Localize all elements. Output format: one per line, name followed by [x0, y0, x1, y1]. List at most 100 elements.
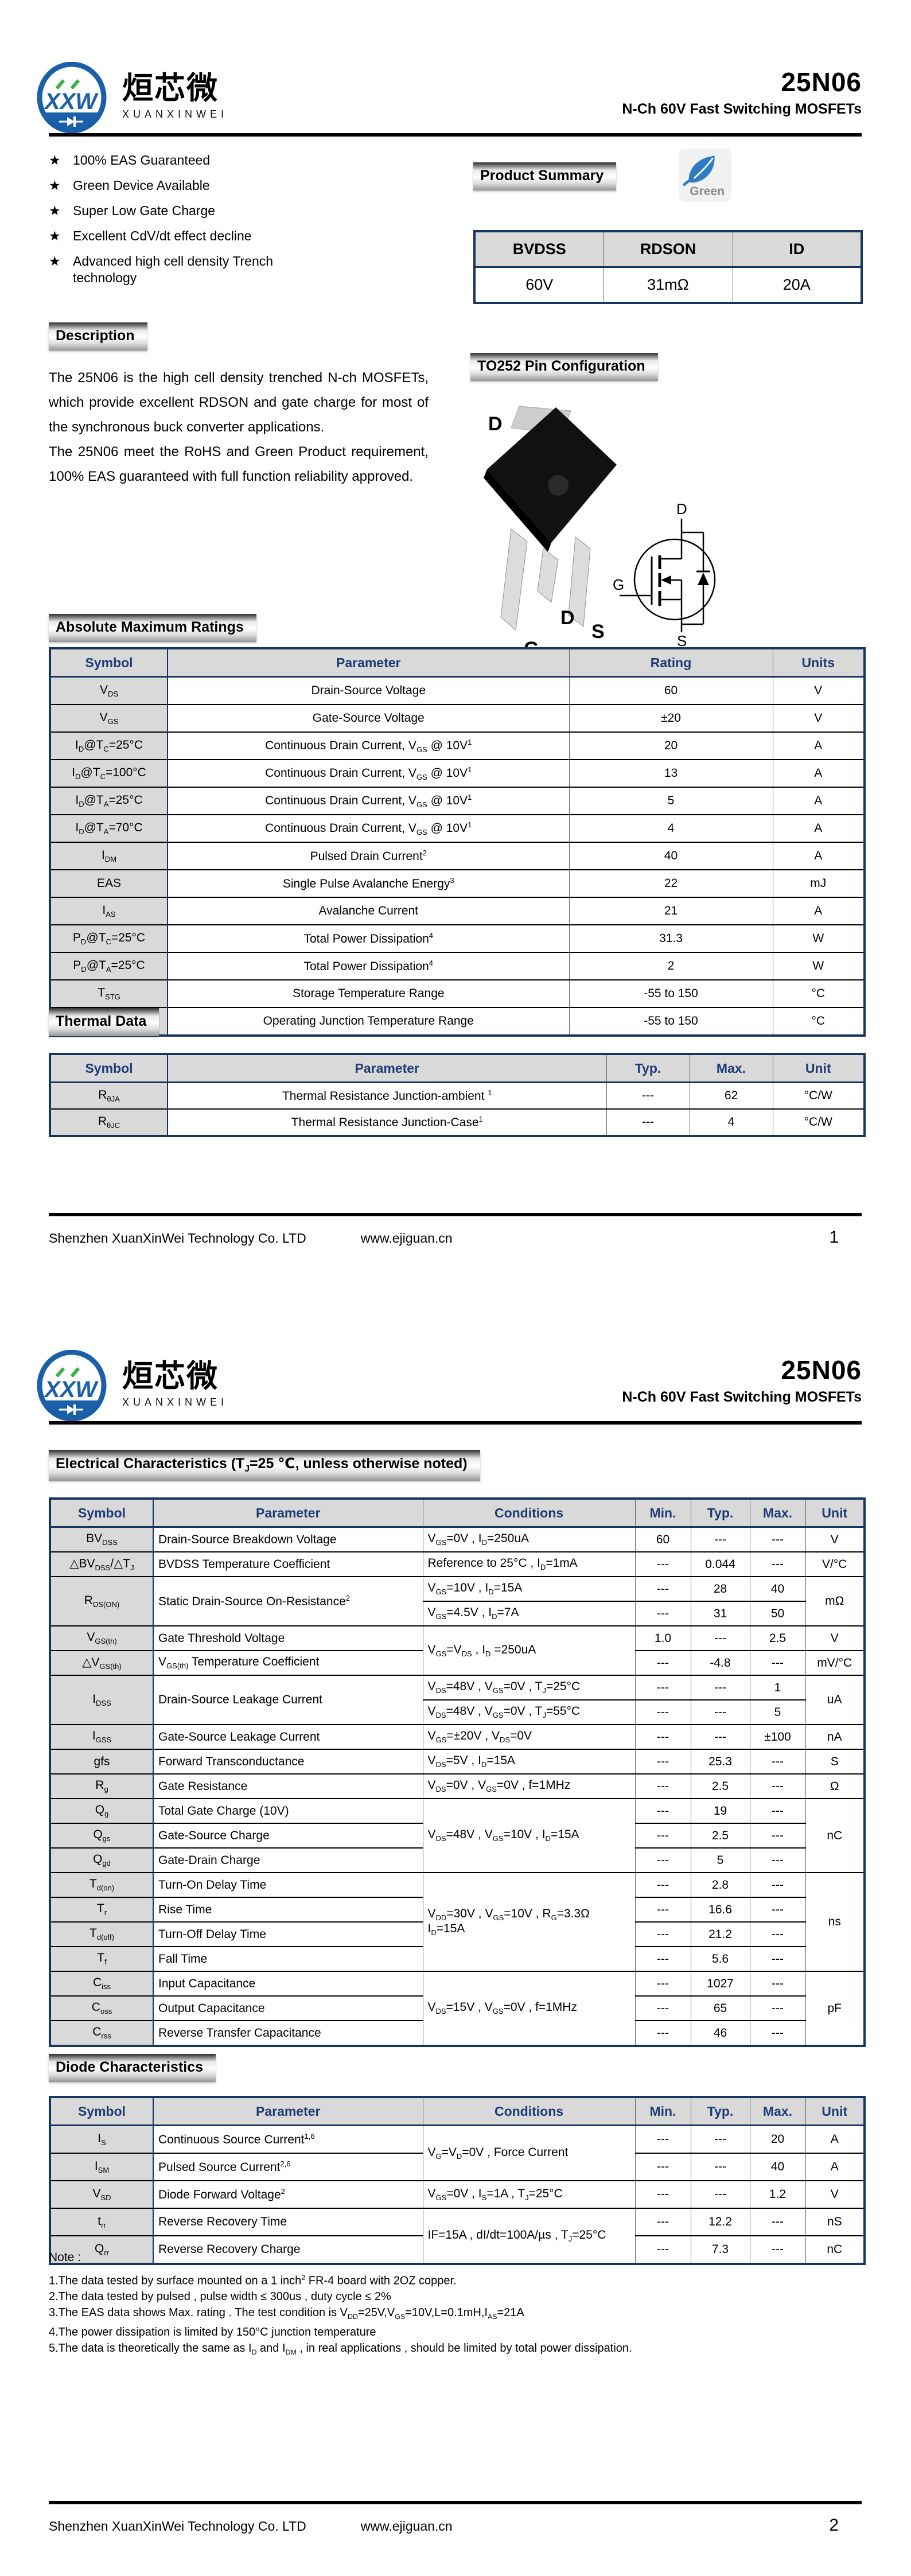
- cell: EAS: [49, 869, 168, 897]
- cell: 5: [690, 1847, 750, 1873]
- brand-logo: XXW 烜芯微 XUANXINWEI: [36, 62, 862, 134]
- cell: A: [772, 842, 865, 870]
- section-title-thermal-data: Thermal Data: [49, 1008, 159, 1036]
- cell: Operating Junction Temperature Range: [167, 1007, 569, 1036]
- cell: A: [772, 759, 865, 787]
- cell: ---: [634, 2153, 691, 2181]
- part-header: 25N06 N-Ch 60V Fast Switching MOSFETs: [622, 1357, 862, 1406]
- table-row: Ciss Input Capacitance VDS=15V , VGS=0V , …: [49, 1971, 865, 2046]
- cell: Fall Time: [153, 1946, 423, 1971]
- cell: Drain-Source Leakage Current: [153, 1675, 423, 1725]
- thermal-data-table: Symbol Parameter Typ. Max. Unit RθJA Ther…: [49, 1053, 866, 1137]
- cell: PD@TC=25°C: [49, 924, 168, 952]
- svg-text:XXW: XXW: [44, 1377, 99, 1402]
- cell: ---: [634, 1872, 691, 1897]
- cell: ---: [749, 1995, 805, 2021]
- cell: 4: [569, 814, 773, 842]
- cell: 31mΩ: [603, 266, 733, 303]
- cell: °C/W: [772, 1108, 865, 1136]
- footer-url: www.ejiguan.cn: [360, 2519, 453, 2534]
- column-header: Units: [772, 648, 865, 678]
- cell: VG=VD=0V , Force Current: [422, 2124, 635, 2181]
- table-row: ISM Pulsed Source Current2,6 --- --- 40 A: [49, 2153, 865, 2181]
- cell: BVDSS Temperature Coefficient: [153, 1551, 423, 1577]
- cell: ---: [634, 1823, 691, 1848]
- table-row: VGS Gate-Source Voltage ±20 V: [49, 704, 865, 732]
- table-row: IDM Pulsed Drain Current2 40 A: [49, 842, 865, 870]
- cell: Ω: [805, 1773, 865, 1799]
- table-header-row: Symbol Parameter Typ. Max. Unit: [50, 1054, 865, 1083]
- table-row: Rg Gate Resistance VDS=0V , VGS=0V , f=1MH…: [49, 1773, 865, 1799]
- brand-logo-icon: XXW: [37, 62, 107, 134]
- right-column: Product Summary Green BVDSS RDSON ID: [453, 146, 863, 664]
- cell: Rise Time: [153, 1897, 423, 1922]
- cell: ---: [634, 2235, 691, 2264]
- cell: ---: [749, 1847, 805, 1873]
- cell: IGSS: [49, 1724, 154, 1749]
- cell: °C: [772, 1007, 865, 1036]
- cell: 1.0: [634, 1625, 691, 1651]
- brand-logo-icon: XXW: [37, 1350, 107, 1422]
- cell: Drain-Source Voltage: [167, 676, 569, 705]
- cell: 60: [634, 1526, 691, 1552]
- section-title-absolute-maximum-ratings: Absolute Maximum Ratings: [49, 614, 256, 642]
- section-title-diode-characteristics: Diode Characteristics: [49, 2054, 216, 2082]
- cell: A: [805, 2124, 865, 2153]
- star-bullet-icon: ★: [49, 203, 61, 218]
- column-header: Symbol: [50, 1499, 154, 1528]
- table-row: Qgs Gate-Source Charge --- 2.5 ---: [49, 1823, 865, 1848]
- cell: mJ: [772, 869, 865, 897]
- cell: A: [772, 814, 865, 842]
- table-row: trr Reverse Recovery Time IF=15A , dI/dt=1…: [49, 2208, 865, 2264]
- cell: W: [772, 924, 865, 952]
- cell: ±20: [569, 704, 773, 732]
- cell: -55 to 150: [569, 979, 773, 1007]
- star-bullet-icon: ★: [49, 178, 61, 193]
- cell: 1.2: [749, 2180, 805, 2208]
- column-header: Parameter: [153, 1499, 423, 1528]
- column-header: Typ.: [690, 1499, 750, 1528]
- table-row: Qg Total Gate Charge (10V) VDS=48V , VGS=1…: [49, 1798, 865, 1873]
- cell: ---: [749, 1921, 805, 1947]
- description-paragraph: The 25N06 is the high cell density trenc…: [49, 370, 429, 435]
- cell: ISM: [49, 2153, 154, 2181]
- table-row: ID@TC=25°C Continuous Drain Current, VGS …: [49, 731, 865, 760]
- description-paragraph: The 25N06 meet the RoHS and Green Produc…: [49, 444, 429, 484]
- brand-name-en: XUANXINWEI: [122, 1396, 228, 1408]
- cell: ---: [749, 1650, 805, 1675]
- cell: Drain-Source Breakdown Voltage: [153, 1526, 423, 1552]
- cell: IAS: [49, 897, 168, 925]
- cell: Total Power Dissipation4: [167, 952, 569, 980]
- table-row: RθJA Thermal Resistance Junction-ambient …: [49, 1081, 865, 1109]
- cell: ---: [749, 2020, 805, 2046]
- cell: 62: [689, 1081, 773, 1109]
- cell: ID@TC=100°C: [49, 759, 168, 787]
- cell: ---: [634, 1749, 691, 1774]
- cell: 21: [569, 897, 773, 925]
- cell: 65: [690, 1995, 750, 2021]
- note-item: 5.The data is theoretically the same as …: [49, 2341, 632, 2356]
- cell: 46: [690, 2020, 750, 2046]
- cell: △VGS(th): [49, 1650, 154, 1675]
- cell: 5.6: [690, 1946, 750, 1971]
- cell: ---: [749, 1798, 805, 1823]
- cell: 20: [749, 2124, 805, 2153]
- diode-characteristics-table: Symbol Parameter Conditions Min. Typ. Ma…: [49, 2096, 866, 2265]
- cell: Diode Forward Voltage2: [153, 2180, 423, 2208]
- cell: Gate-Source Leakage Current: [153, 1724, 423, 1749]
- cell: Static Drain-Source On-Resistance2: [153, 1576, 423, 1626]
- brand-logo: XXW 烜芯微 XUANXINWEI: [36, 1350, 862, 1422]
- cell: Turn-Off Delay Time: [153, 1921, 423, 1947]
- column-header: Unit: [805, 2097, 865, 2126]
- svg-text:G: G: [613, 576, 624, 593]
- cell: ID@TA=25°C: [49, 787, 168, 815]
- table-header-row: Symbol Parameter Conditions Min. Typ. Ma…: [50, 2097, 865, 2126]
- svg-text:S: S: [677, 632, 687, 647]
- green-leaf-icon: [682, 155, 715, 186]
- column-header: Min.: [634, 1499, 691, 1528]
- cell: Continuous Drain Current, VGS @ 10V1: [167, 731, 569, 760]
- brand-name-cn: 烜芯微: [122, 1359, 219, 1394]
- brand-name-en: XUANXINWEI: [122, 108, 228, 120]
- feature-item: ★ Super Low Gate Charge: [49, 203, 216, 218]
- cell: IF=15A , dI/dt=100A/µs , TJ=25°C: [422, 2208, 635, 2264]
